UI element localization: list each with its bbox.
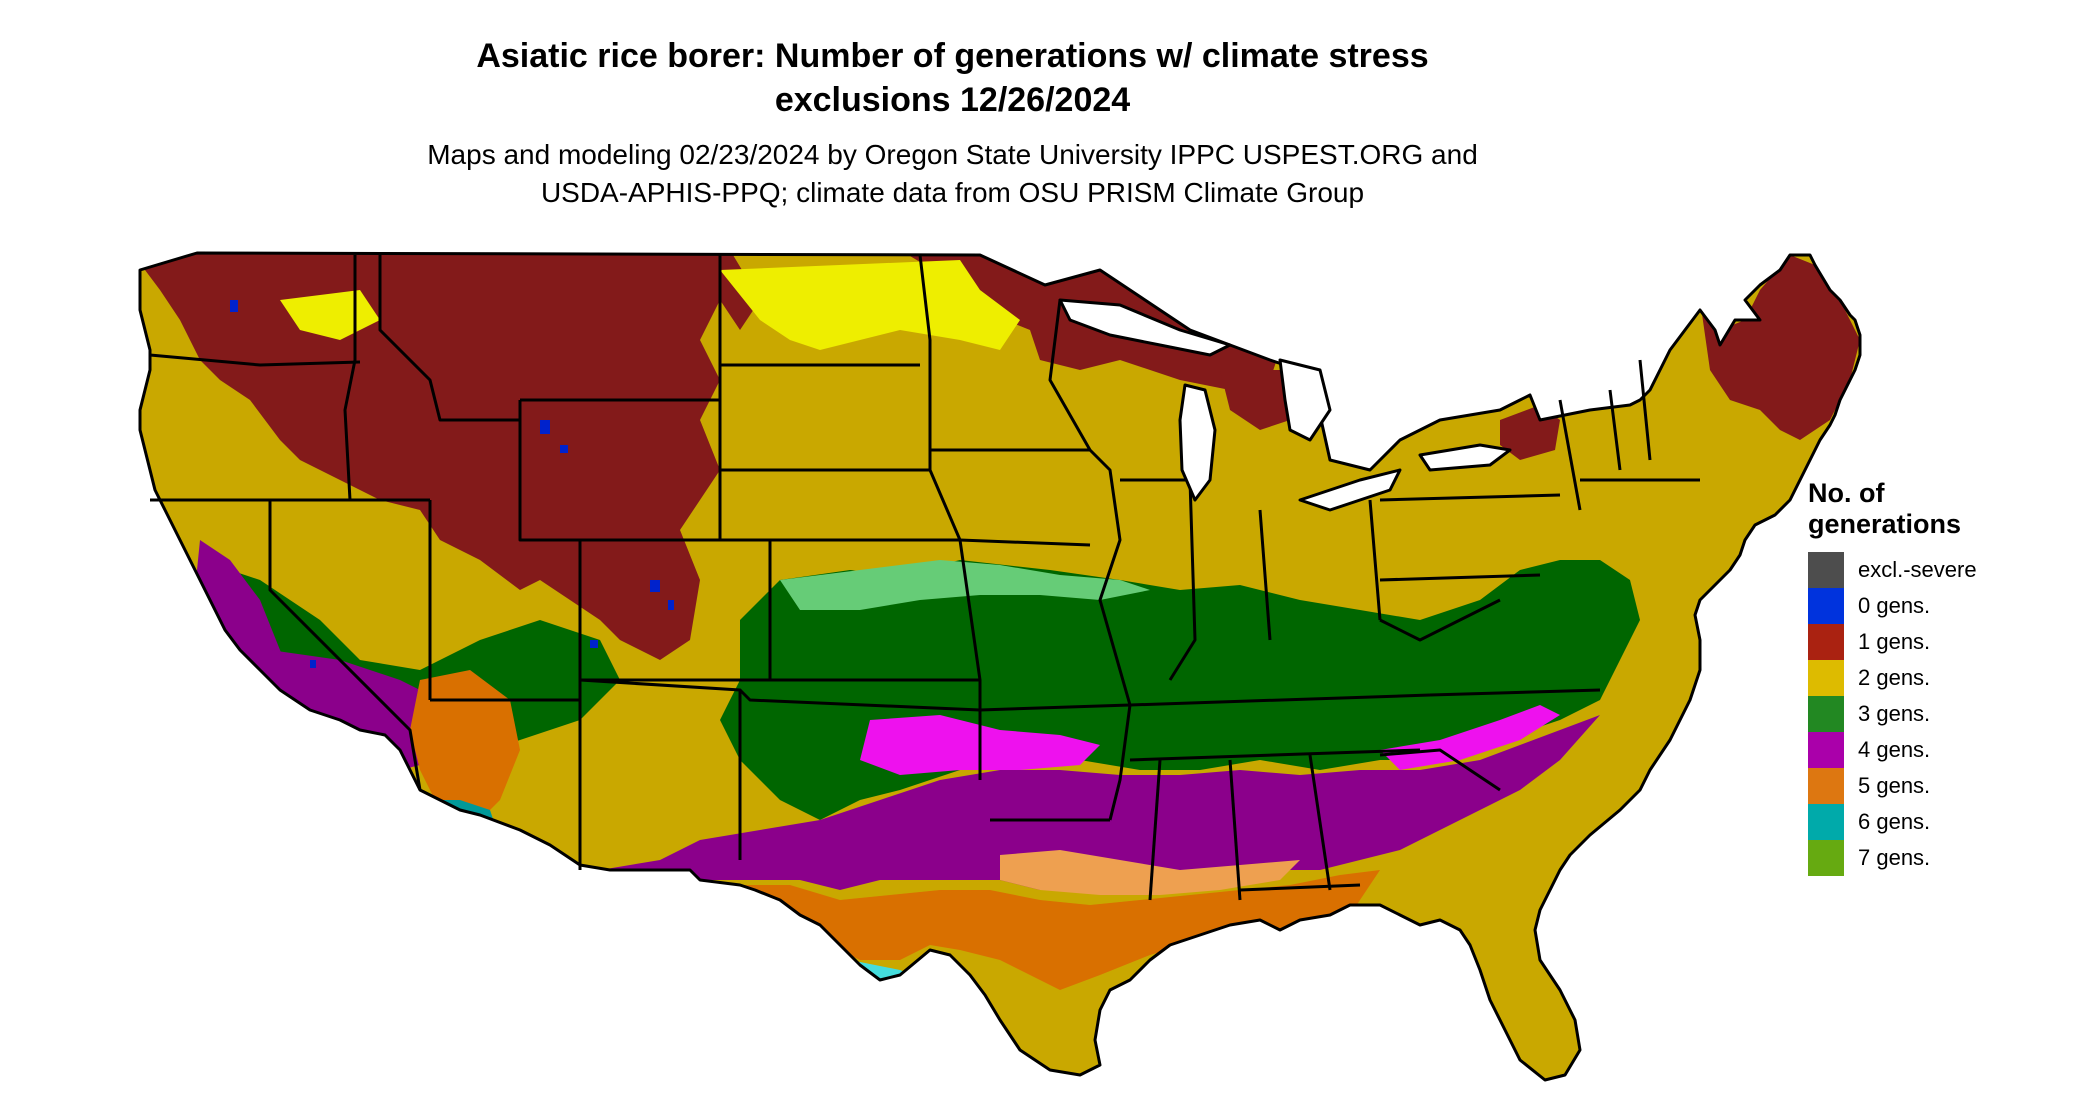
legend-swatch: [1808, 588, 1844, 624]
border-pa-md: [1379, 573, 1541, 582]
legend-swatch: [1808, 552, 1844, 588]
zero-gen-fleck: [668, 600, 674, 610]
legend-item: 0 gens.: [1808, 588, 2078, 624]
border-nh-me: [1638, 359, 1652, 461]
border-vt-nh: [1608, 389, 1622, 471]
legend-swatch: [1808, 840, 1844, 876]
border-ms-la: [1148, 759, 1162, 901]
zone-2-gen-bright-north: [720, 260, 1020, 350]
legend-title: No. of generations: [1808, 478, 2078, 540]
zero-gen-fleck: [540, 420, 550, 434]
zone-5-gens-gulf: [690, 870, 1380, 990]
legend-label: excl.-severe: [1858, 557, 1977, 582]
border-co: [580, 538, 772, 682]
map-subtitle: Maps and modeling 02/23/2024 by Oregon S…: [0, 136, 1905, 212]
zero-gen-fleck: [650, 580, 660, 592]
legend-swatch: [1808, 768, 1844, 804]
zero-gen-fleck: [590, 640, 598, 648]
border-il-in: [1168, 479, 1197, 681]
lake-huron: [1278, 358, 1332, 442]
generation-zones: [140, 253, 1860, 1080]
border-ms-al: [1228, 759, 1242, 901]
map-title: Asiatic rice borer: Number of generation…: [0, 34, 1905, 122]
legend-title-line1: No. of: [1808, 478, 1885, 508]
border-oh-pa: [1368, 499, 1382, 621]
zone-5-gens-southwest: [410, 670, 520, 830]
legend-title-line2: generations: [1808, 509, 1962, 539]
legend-label: 1 gens.: [1858, 629, 1931, 654]
legend-swatch: [1808, 660, 1844, 696]
zero-gen-fleck: [230, 300, 238, 312]
border-wv-va: [1379, 598, 1501, 642]
border-al-ga: [1308, 754, 1332, 891]
legend-swatch: [1808, 696, 1844, 732]
legend-label: 6 gens.: [1858, 809, 1931, 834]
border-mn-wi: [1048, 299, 1132, 821]
legend-item: 6 gens.: [1808, 804, 2078, 840]
zone-1-gen-michigan: [1220, 370, 1300, 430]
zone-6-gens-florida: [1320, 945, 1380, 1060]
legend-label: 5 gens.: [1858, 773, 1931, 798]
legend-swatch: [1808, 624, 1844, 660]
zone-4-gens-south: [600, 715, 1600, 890]
border-ny-new-england: [1558, 399, 1582, 511]
lake-superior: [1058, 298, 1232, 357]
legend-item: 1 gens.: [1808, 624, 2078, 660]
legend-label: 0 gens.: [1858, 593, 1931, 618]
border-va-nc: [1429, 688, 1601, 697]
border-nc-sc: [1379, 748, 1501, 792]
state-borders: [138, 251, 1862, 1082]
zone-7-gens-florida-tip: [1345, 1040, 1380, 1080]
border-ky-tn: [1129, 693, 1431, 707]
map-title-line2: exclusions 12/26/2024: [774, 81, 1131, 119]
zero-gen-fleck: [310, 660, 316, 668]
legend-item: 2 gens.: [1808, 660, 2078, 696]
legend-item: 3 gens.: [1808, 696, 2078, 732]
lake-ontario: [1418, 443, 1512, 472]
border-wa-or: [149, 353, 361, 367]
zone-4-gens-bright-east: [1380, 705, 1560, 770]
border-mo-ar: [979, 703, 1131, 712]
zone-1-gen-northwest: [140, 253, 760, 660]
zero-gen-fleck: [560, 445, 568, 453]
legend-swatch: [1808, 732, 1844, 768]
legend-item: 4 gens.: [1808, 732, 2078, 768]
legend-item: 5 gens.: [1808, 768, 2078, 804]
map-title-line1: Asiatic rice borer: Number of generation…: [476, 37, 1429, 75]
zone-1-gen-newengland: [1700, 255, 1860, 440]
legend-swatch: [1808, 804, 1844, 840]
legend: No. of generations excl.-severe 0 gens. 1 …: [1808, 478, 2078, 876]
zone-0-gens-flecks: [230, 300, 674, 668]
legend-label: 2 gens.: [1858, 665, 1931, 690]
border-pa-ny: [1379, 493, 1561, 502]
border-id-mt: [378, 255, 520, 422]
zone-5-gens-light: [1000, 850, 1300, 895]
border-id-wa-or: [343, 255, 357, 501]
border-plains-east: [918, 254, 982, 780]
legend-label: 4 gens.: [1858, 737, 1931, 762]
great-lakes: [1058, 298, 1512, 512]
map-subtitle-line2: USDA-APHIS-PPQ; climate data from OSU PR…: [540, 177, 1365, 208]
legend-item: 7 gens.: [1808, 840, 2078, 876]
legend-item: excl.-severe: [1808, 552, 2078, 588]
border-ga-fl: [1239, 883, 1361, 892]
border-in-oh: [1258, 509, 1272, 641]
border-tn-south: [1129, 748, 1421, 762]
border-ca-nv: [268, 500, 422, 791]
border-ia-mo: [959, 538, 1091, 547]
lake-erie: [1298, 468, 1402, 512]
legend-label: 3 gens.: [1858, 701, 1931, 726]
lake-michigan: [1178, 383, 1217, 502]
legend-label: 7 gens.: [1858, 845, 1931, 870]
legend-items: excl.-severe 0 gens. 1 gens. 2 gens. 3 gens.…: [1808, 552, 2078, 876]
map-subtitle-line1: Maps and modeling 02/23/2024 by Oregon S…: [427, 139, 1478, 170]
